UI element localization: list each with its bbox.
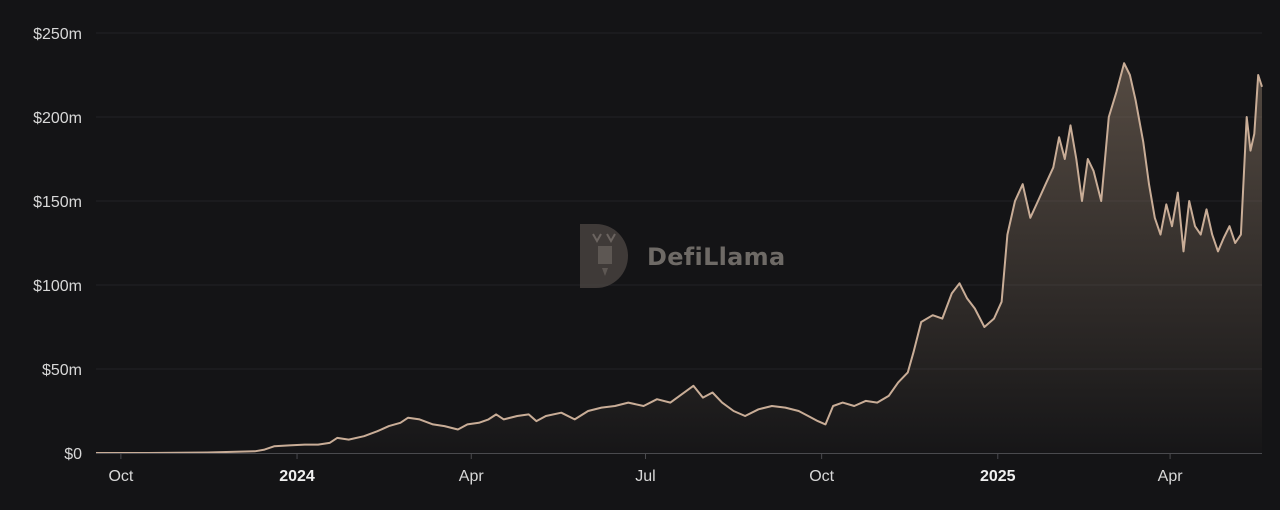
x-tick-label: 2024: [279, 468, 315, 485]
y-tick-label: $150m: [33, 194, 82, 211]
x-tick-label: Apr: [1158, 468, 1184, 485]
x-tick-label: Apr: [459, 468, 485, 485]
x-tick-label: Oct: [108, 468, 133, 485]
x-tick-label: 2025: [980, 468, 1016, 485]
x-axis: [96, 453, 1262, 459]
y-tick-label: $50m: [42, 362, 82, 379]
y-axis: $0 $50m $100m $150m $200m $250m: [33, 26, 82, 463]
y-tick-label: $0: [64, 446, 82, 463]
x-tick-label: Oct: [809, 468, 834, 485]
y-tick-label: $100m: [33, 278, 82, 295]
series-line: [96, 62, 1263, 454]
series-area: [96, 63, 1262, 453]
watermark-text: DefiLlama: [647, 243, 786, 271]
series-area-layer: [96, 63, 1262, 453]
x-tick-label: Jul: [635, 468, 655, 485]
defillama-watermark: DefiLlama: [580, 224, 786, 288]
series-line-layer: [96, 62, 1263, 454]
x-axis-labels: Oct 2024 Apr Jul Oct 2025 Apr: [108, 468, 1183, 485]
defillama-logo-icon: [580, 224, 628, 288]
y-tick-label: $250m: [33, 26, 82, 43]
y-tick-label: $200m: [33, 110, 82, 127]
